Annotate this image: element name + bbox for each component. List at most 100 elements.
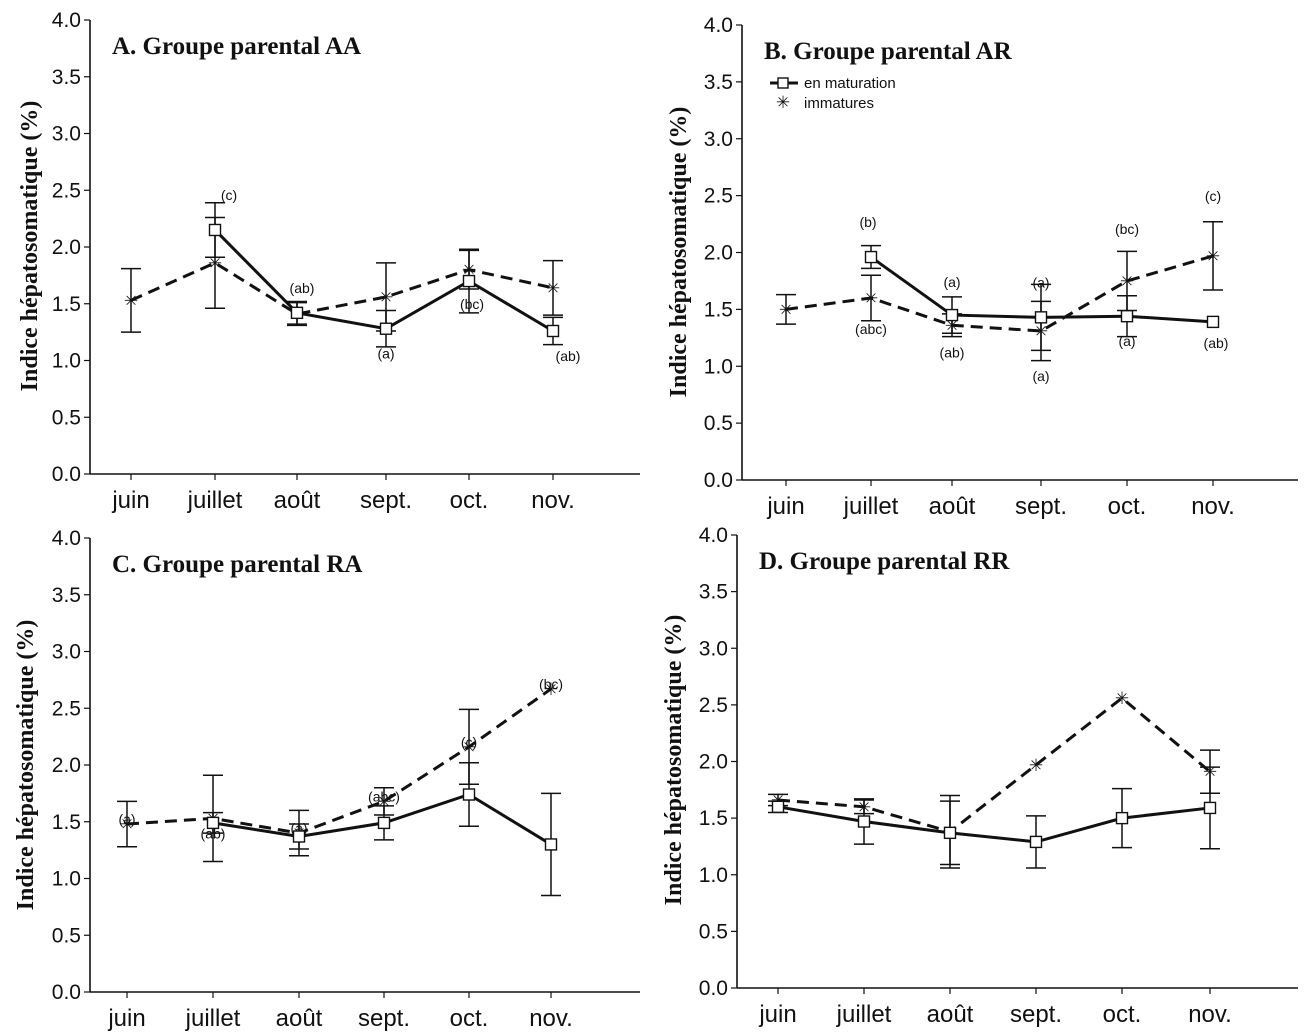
y-tick-label: 2.0 [699, 751, 728, 774]
y-tick-label: 1.5 [704, 298, 733, 321]
y-tick-label: 4.0 [699, 524, 728, 547]
data-point-star: ✳ [1029, 756, 1043, 776]
legend-entry: en maturation [804, 75, 896, 92]
y-axis-title: Indice hépatosomatique (%) [13, 620, 39, 911]
data-point-square [864, 250, 878, 264]
data-point-square [857, 815, 871, 828]
y-tick-label: 4.0 [52, 9, 81, 32]
chart-panel-2: 0.0 0.5 1.0 1.5 2.0 2.5 3.0 3.5 4.0 juin juillet ao… [666, 14, 1298, 520]
y-axis-title: Indice hépatosomatique (%) [17, 101, 43, 392]
data-point-square [1115, 811, 1129, 825]
x-tick-label: oct. [1103, 1001, 1142, 1028]
series-line-immatures [777, 696, 1211, 834]
significance-label: (ab) [1204, 335, 1229, 351]
chart-panel-4: 0.0 0.5 1.0 1.5 2.0 2.5 3.0 3.5 4.0 juin juillet ao… [661, 524, 1298, 1028]
data-point-square [1120, 310, 1134, 323]
chart-panel-3: 0.0 0.5 1.0 1.5 2.0 2.5 3.0 3.5 4.0 juin juillet ao… [13, 527, 640, 1032]
data-point-star: ✳ [379, 288, 393, 308]
data-point-star: ✳ [544, 680, 558, 700]
x-tick-label: sept. [1015, 493, 1067, 520]
x-tick-label: juillet [187, 487, 243, 514]
significance-label: (bc) [460, 296, 484, 312]
x-tick-label: août [929, 493, 976, 520]
y-tick-label: 1.0 [52, 350, 81, 373]
y-tick-label: 1.5 [52, 811, 81, 834]
y-tick-label: 3.0 [52, 123, 81, 146]
significance-label: (c) [221, 187, 237, 203]
x-tick-label: oct. [450, 487, 489, 514]
significance-label: (ab) [940, 344, 965, 360]
significance-label: (b) [859, 214, 876, 230]
y-tick-label: 0.5 [52, 406, 81, 429]
x-tick-label: nov. [529, 1005, 573, 1032]
x-tick-label: sept. [360, 487, 412, 514]
significance-label: (c) [461, 734, 477, 750]
data-point-square [771, 800, 785, 813]
significance-label: (a) [1032, 274, 1049, 290]
x-tick-label: sept. [1010, 1001, 1062, 1028]
y-tick-label: 2.0 [52, 754, 81, 777]
data-point-square [208, 223, 222, 237]
x-tick-label: nov. [1188, 1001, 1232, 1028]
significance-label: (a) [1032, 368, 1049, 384]
y-axis-title: Indice hépatosomatique (%) [666, 107, 692, 398]
x-tick-label: août [276, 1005, 323, 1032]
data-point-square [462, 788, 476, 801]
x-tick-label: juin [111, 487, 149, 514]
data-point-star: ✳ [864, 289, 878, 309]
significance-label: (bc) [1115, 221, 1139, 237]
y-tick-label: 3.5 [52, 66, 81, 89]
x-tick-label: sept. [358, 1005, 410, 1032]
data-point-star: ✳ [779, 300, 793, 320]
panel-title: B. Groupe parental AR [764, 38, 1013, 65]
data-point-star: ✳ [1206, 247, 1220, 267]
panel-title: D. Groupe parental RR [759, 548, 1010, 575]
y-tick-label: 2.5 [704, 185, 733, 208]
y-tick-label: 1.0 [699, 864, 728, 887]
significance-label: (abc) [368, 788, 400, 804]
chart-panel-1: 0.0 0.5 1.0 1.5 2.0 2.5 3.0 3.5 4.0 juin juillet ao… [17, 9, 640, 514]
significance-label: (ab) [290, 280, 315, 296]
data-point-star: ✳ [377, 792, 391, 812]
data-point-square [377, 816, 391, 830]
significance-label: (bc) [539, 676, 563, 692]
y-tick-label: 2.5 [52, 179, 81, 202]
legend-square-icon [777, 77, 789, 89]
data-point-square [1034, 311, 1048, 324]
series-line-immatures [130, 261, 554, 316]
data-point-square [206, 816, 220, 830]
legend-entry: immatures [804, 95, 874, 112]
data-point-star: ✳ [546, 279, 560, 299]
y-tick-label: 0.0 [704, 469, 733, 492]
significance-label: (a) [1118, 333, 1135, 349]
legend: en maturation ✳ immatures [770, 75, 896, 113]
y-tick-label: 3.5 [699, 581, 728, 604]
x-tick-label: oct. [1108, 493, 1147, 520]
x-tick-label: oct. [450, 1005, 489, 1032]
y-tick-label: 1.0 [704, 355, 733, 378]
y-tick-label: 2.0 [704, 242, 733, 265]
x-tick-label: juillet [185, 1005, 241, 1032]
data-point-square [462, 274, 476, 288]
x-tick-label: juin [758, 1001, 796, 1028]
series-line-immatures [785, 254, 1214, 333]
y-tick-label: 3.0 [52, 641, 81, 664]
y-tick-label: 0.5 [704, 412, 733, 435]
y-tick-label: 3.5 [52, 584, 81, 607]
y-tick-label: 3.0 [704, 128, 733, 151]
data-point-star: ✳ [124, 291, 138, 311]
data-point-square [546, 324, 560, 338]
data-point-square [1029, 835, 1043, 849]
x-tick-label: août [927, 1001, 974, 1028]
x-tick-label: nov. [1191, 493, 1235, 520]
significance-label: (ab) [556, 348, 581, 364]
y-tick-label: 0.0 [52, 981, 81, 1004]
x-tick-label: août [274, 487, 321, 514]
data-point-square [943, 826, 957, 840]
y-tick-label: 0.0 [52, 463, 81, 486]
y-tick-label: 0.5 [699, 920, 728, 943]
y-tick-label: 2.5 [52, 697, 81, 720]
data-point-square [1206, 315, 1220, 329]
y-tick-label: 4.0 [704, 14, 733, 37]
legend-star-icon: ✳ [776, 93, 790, 113]
